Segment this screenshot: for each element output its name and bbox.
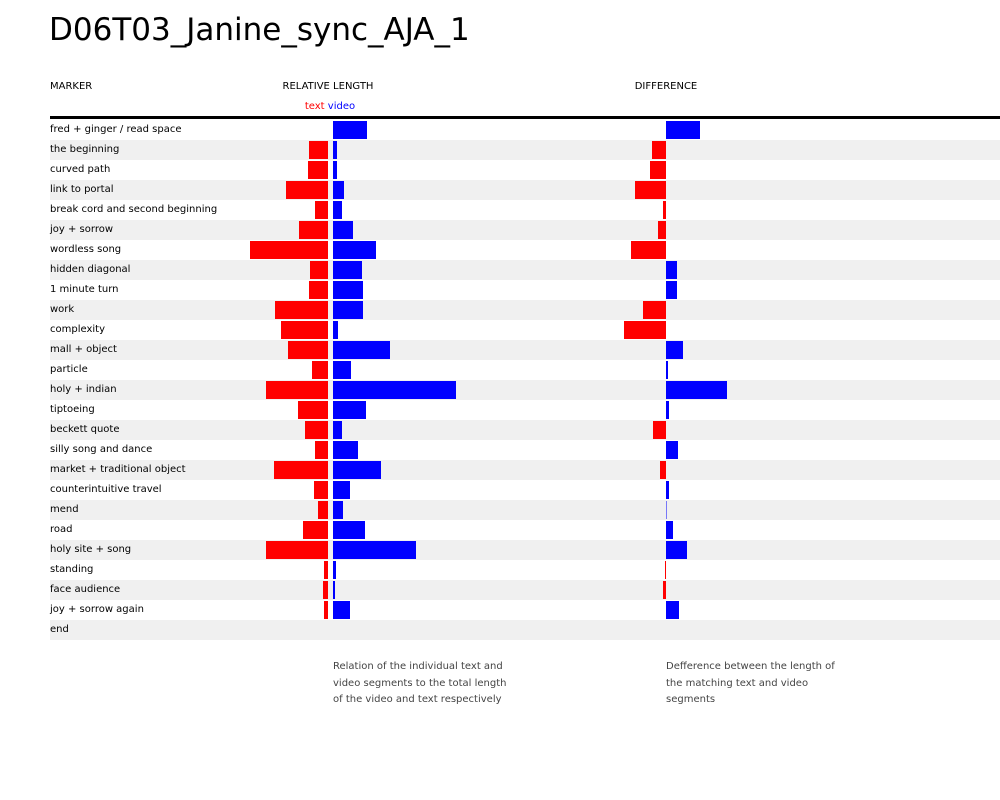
marker-label: 1 minute turn	[50, 284, 119, 295]
header-relative-length: RELATIVE LENGTH	[282, 81, 374, 92]
marker-label: holy + indian	[50, 384, 117, 395]
marker-label: the beginning	[50, 144, 120, 155]
marker-label: fred + ginger / read space	[50, 124, 182, 135]
legend-text: text	[304, 101, 325, 112]
marker-label: market + traditional object	[50, 464, 186, 475]
marker-label: curved path	[50, 164, 111, 175]
marker-label: break cord and second beginning	[50, 204, 218, 215]
marker-row: holy + indian	[50, 380, 1000, 400]
marker-label: mall + object	[50, 344, 117, 355]
legend-video: video	[327, 101, 356, 112]
marker-row: standing	[50, 560, 1000, 580]
marker-label: beckett quote	[50, 424, 120, 435]
header-difference: DIFFERENCE	[634, 81, 698, 92]
marker-row: work	[50, 300, 1000, 320]
marker-label: work	[50, 304, 75, 315]
marker-label: face audience	[50, 584, 121, 595]
marker-row: face audience	[50, 580, 1000, 600]
marker-label: end	[50, 624, 69, 635]
marker-label: road	[50, 524, 73, 535]
marker-row: the beginning	[50, 140, 1000, 160]
marker-row: counterintuitive travel	[50, 480, 1000, 500]
marker-row: curved path	[50, 160, 1000, 180]
marker-label: silly song and dance	[50, 444, 153, 455]
marker-label: mend	[50, 504, 79, 515]
header-marker: MARKER	[50, 81, 93, 92]
marker-row: beckett quote	[50, 420, 1000, 440]
marker-row: particle	[50, 360, 1000, 380]
marker-label: complexity	[50, 324, 105, 335]
marker-row: silly song and dance	[50, 440, 1000, 460]
note-relative-length: Relation of the individual text and vide…	[333, 661, 507, 705]
marker-label: joy + sorrow again	[50, 604, 144, 615]
marker-row: joy + sorrow	[50, 220, 1000, 240]
marker-label: joy + sorrow	[50, 224, 114, 235]
header-rule	[50, 116, 1000, 119]
marker-label: hidden diagonal	[50, 264, 131, 275]
marker-row: tiptoeing	[50, 400, 1000, 420]
marker-label: standing	[50, 564, 94, 575]
marker-label: particle	[50, 364, 88, 375]
marker-row: 1 minute turn	[50, 280, 1000, 300]
marker-row: holy site + song	[50, 540, 1000, 560]
legend: text video	[230, 100, 430, 113]
marker-row: fred + ginger / read space	[50, 120, 1000, 140]
marker-row: market + traditional object	[50, 460, 1000, 480]
marker-label: wordless song	[50, 244, 122, 255]
marker-row: mend	[50, 500, 1000, 520]
marker-row: link to portal	[50, 180, 1000, 200]
marker-row: wordless song	[50, 240, 1000, 260]
marker-row: joy + sorrow again	[50, 600, 1000, 620]
marker-row: complexity	[50, 320, 1000, 340]
marker-row: end	[50, 620, 1000, 640]
marker-row: mall + object	[50, 340, 1000, 360]
marker-label: tiptoeing	[50, 404, 95, 415]
marker-row: break cord and second beginning	[50, 200, 1000, 220]
marker-row: road	[50, 520, 1000, 540]
marker-label: holy site + song	[50, 544, 132, 555]
note-difference: Defference between the length of the mat…	[666, 661, 835, 705]
page-title: D06T03_Janine_sync_AJA_1	[49, 12, 470, 48]
marker-label: link to portal	[50, 184, 114, 195]
marker-label: counterintuitive travel	[50, 484, 162, 495]
marker-row: hidden diagonal	[50, 260, 1000, 280]
